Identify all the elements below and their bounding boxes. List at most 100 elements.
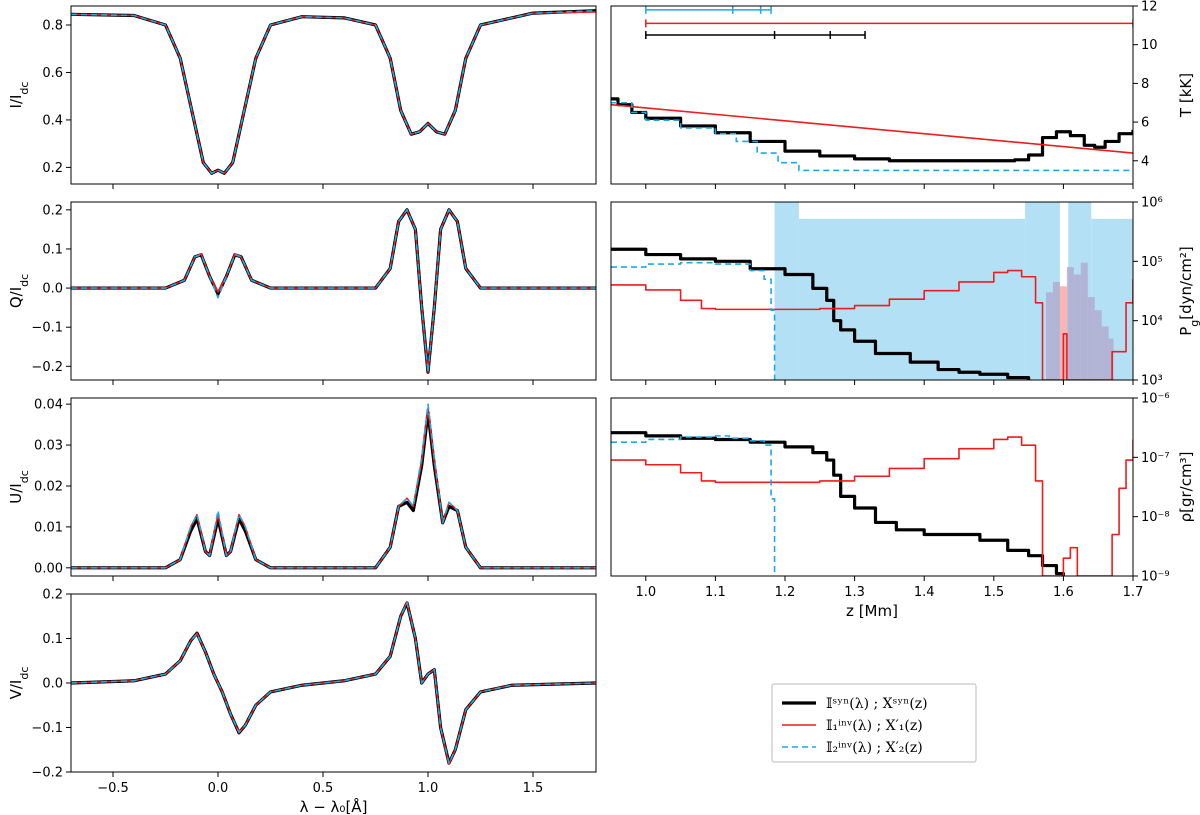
legend-box [771, 683, 977, 763]
shaded-bar [1046, 292, 1053, 380]
plot-area [611, 202, 1133, 380]
y-tick-label: 10⁻⁸ [1141, 510, 1170, 525]
y-tick-label: 0.01 [34, 520, 63, 535]
x-tick-label: 1.5 [523, 781, 544, 796]
plot-area [611, 431, 1133, 576]
y-tick-label: 4 [1141, 154, 1149, 169]
plot-area [611, 6, 1133, 172]
y-tick-label: 0.00 [34, 561, 63, 576]
series-line-inv1 [611, 436, 1133, 576]
panel-stokes-I: 0.2 0.4 0.6 0.8 I/Idc [7, 5, 597, 189]
y-tick-label: 0.6 [42, 66, 63, 81]
x-tick-label: 0.0 [208, 781, 229, 796]
y-tick-label: 0.1 [42, 632, 63, 647]
legend-label-inv1: 𝕀₁ⁱⁿᵛ(λ) ; X′₁(z) [826, 718, 923, 734]
y-tick-label: −0.2 [31, 360, 63, 375]
x-tick-label: 1.0 [635, 585, 656, 600]
y-axis-label: V/Idc [7, 667, 31, 700]
axes-frame [610, 5, 1134, 185]
x-tick-label: 1.0 [418, 781, 439, 796]
y-tick-label: −0.1 [31, 321, 63, 336]
plot-area [71, 403, 596, 570]
shaded-bar [1087, 297, 1095, 380]
series-line-inv1 [611, 269, 1133, 380]
series-line-inv1 [71, 11, 596, 175]
x-tick-label: 1.5 [983, 585, 1004, 600]
y-tick-label: 10⁴ [1141, 314, 1163, 329]
series-line-syn [71, 410, 596, 570]
legend-label-inv2: 𝕀₂ⁱⁿᵛ(λ) ; X′₂(z) [826, 740, 923, 756]
series-line-syn [71, 601, 596, 765]
axes-frame [610, 397, 1134, 577]
series-line-inv2 [611, 101, 1133, 172]
series-line-syn [71, 9, 596, 175]
x-tick-label: 1.7 [1123, 585, 1144, 600]
y-tick-label: 10⁵ [1141, 255, 1163, 270]
y-tick-label: −0.2 [31, 766, 63, 781]
panel-stokes-Q: −0.2 −0.1 0.0 0.1 0.2 Q/Idc [7, 201, 597, 385]
series-line-inv2 [611, 435, 776, 576]
x-tick-label: 1.6 [1053, 585, 1074, 600]
shaded-bar [1108, 338, 1114, 380]
y-tick-label: 10⁶ [1141, 196, 1163, 211]
plot-area [71, 9, 596, 175]
y-tick-label: 0.2 [42, 203, 63, 218]
series-line-syn [71, 208, 596, 374]
y-tick-label: 0.8 [42, 18, 63, 33]
y-tick-label: 10 [1141, 38, 1158, 53]
legend-label-syn: 𝕀ˢʸⁿ(λ) ; Xˢʸⁿ(z) [826, 696, 928, 712]
shaded-bar [1080, 262, 1088, 380]
shaded-bar [1094, 310, 1102, 380]
y-axis-label: T [kK] [1177, 73, 1195, 118]
x-tick-label: 0.5 [313, 781, 334, 796]
y-tick-label: 0.04 [34, 398, 63, 413]
shaded-bar [1052, 281, 1060, 380]
legend: 𝕀ˢʸⁿ(λ) ; Xˢʸⁿ(z) 𝕀₁ⁱⁿᵛ(λ) ; X′₁(z) 𝕀₂ⁱⁿᵛ(… [771, 683, 977, 763]
y-axis-label: Pg[dyn/cm²] [1177, 246, 1200, 336]
y-axis-label: ρ[gr/cm³] [1177, 452, 1195, 523]
y-tick-label: 6 [1141, 116, 1149, 131]
y-tick-label: 10³ [1141, 374, 1163, 389]
x-tick-label: 1.1 [705, 585, 726, 600]
axes-frame [70, 201, 597, 381]
series-line-inv1 [611, 103, 1133, 154]
series-line-syn [611, 431, 1065, 576]
shaded-bar [774, 202, 799, 380]
shaded-bar [1101, 326, 1109, 380]
x-tick-label: 1.4 [914, 585, 935, 600]
y-tick-label: −0.1 [31, 721, 63, 736]
y-tick-label: 8 [1141, 77, 1149, 92]
x-tick-label: 1.3 [844, 585, 865, 600]
y-tick-label: 0.0 [42, 282, 63, 297]
y-tick-label: 0.4 [42, 113, 63, 128]
y-tick-label: 12 [1141, 0, 1158, 15]
axes-frame [610, 201, 1134, 381]
panel-stokes-U: 0.00 0.01 0.02 0.03 0.04 U/Idc [7, 397, 597, 581]
series-line-inv1 [71, 407, 596, 569]
y-tick-label: 0.0 [42, 677, 63, 692]
x-tick-label: 1.2 [775, 585, 796, 600]
y-tick-label: 10⁻⁶ [1141, 392, 1170, 407]
series-line-inv2 [71, 9, 596, 175]
panel-temperature: 4 6 8 10 12 T [kK] [610, 0, 1195, 189]
y-tick-label: 0.2 [42, 588, 63, 603]
axes-frame [70, 397, 597, 577]
y-tick-label: 0.03 [34, 439, 63, 454]
y-axis-label: Q/Idc [7, 274, 31, 308]
series-line-syn [611, 247, 1031, 380]
panel-gas-pressure: 10³ 10⁴ 10⁵ 10⁶ Pg[dyn/cm²] [610, 196, 1200, 389]
series-line-inv2 [71, 602, 596, 764]
y-axis-label: I/Idc [7, 82, 31, 109]
plot-area [71, 208, 596, 374]
shaded-bar [1073, 274, 1081, 380]
y-tick-label: 10⁻⁷ [1141, 451, 1170, 466]
y-axis-label: U/Idc [7, 470, 31, 504]
shaded-bar [1066, 267, 1074, 380]
series-line-inv2 [611, 261, 776, 380]
y-tick-label: 0.02 [34, 479, 63, 494]
x-tick-label: −0.5 [97, 781, 129, 796]
series-line-syn [611, 97, 1133, 163]
panel-stokes-V: −0.5 0.0 0.5 1.0 1.5 −0.2 −0.1 0.0 0.1 0.2 V/Idc λ … [7, 588, 597, 815]
x-axis-label: z [Mm] [846, 602, 898, 620]
